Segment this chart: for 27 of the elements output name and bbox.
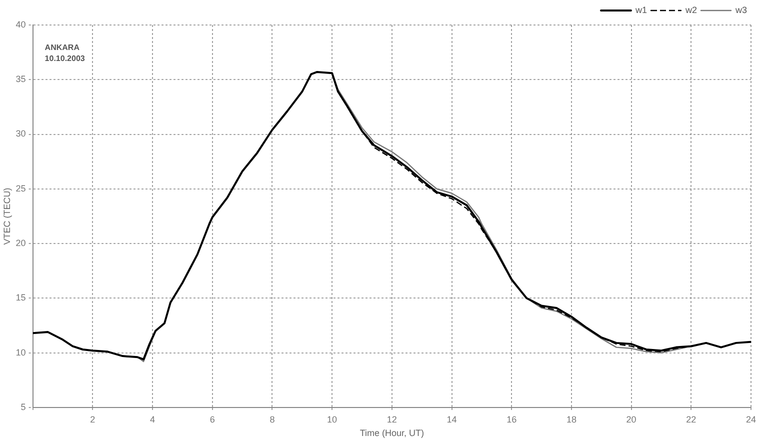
- y-tick-label: 5: [20, 402, 26, 412]
- annotation: ANKARA: [44, 43, 80, 52]
- y-tick-label: 10: [16, 347, 26, 358]
- annotation: 10.10.2003: [44, 54, 86, 64]
- x-tick-label: 22: [686, 414, 696, 424]
- legend-label: w3: [734, 4, 748, 15]
- x-tick-label: 4: [150, 414, 156, 424]
- y-tick-label: 30: [16, 128, 26, 139]
- x-tick-label: 24: [746, 414, 756, 424]
- x-tick-label: 14: [446, 414, 457, 424]
- y-tick-label: 20: [16, 238, 26, 248]
- x-axis-title: Time (Hour, UT): [360, 428, 424, 438]
- x-tick-label: 20: [626, 414, 636, 424]
- x-tick-label: 16: [506, 414, 517, 424]
- legend-label: w2: [684, 4, 698, 15]
- y-tick-label: 15: [16, 292, 26, 303]
- x-tick-label: 2: [90, 414, 96, 424]
- x-tick-label: 6: [210, 414, 215, 424]
- y-tick-label: 25: [16, 183, 26, 194]
- legend-label: w1: [634, 4, 647, 15]
- x-tick-label: 10: [327, 414, 338, 424]
- y-tick-label: 35: [16, 74, 26, 84]
- y-axis-title: VTEC (TECU): [2, 188, 12, 245]
- x-tick-label: 8: [270, 414, 275, 424]
- x-tick-label: 18: [566, 414, 576, 424]
- y-tick-label: 40: [16, 19, 26, 30]
- x-tick-label: 12: [386, 414, 397, 424]
